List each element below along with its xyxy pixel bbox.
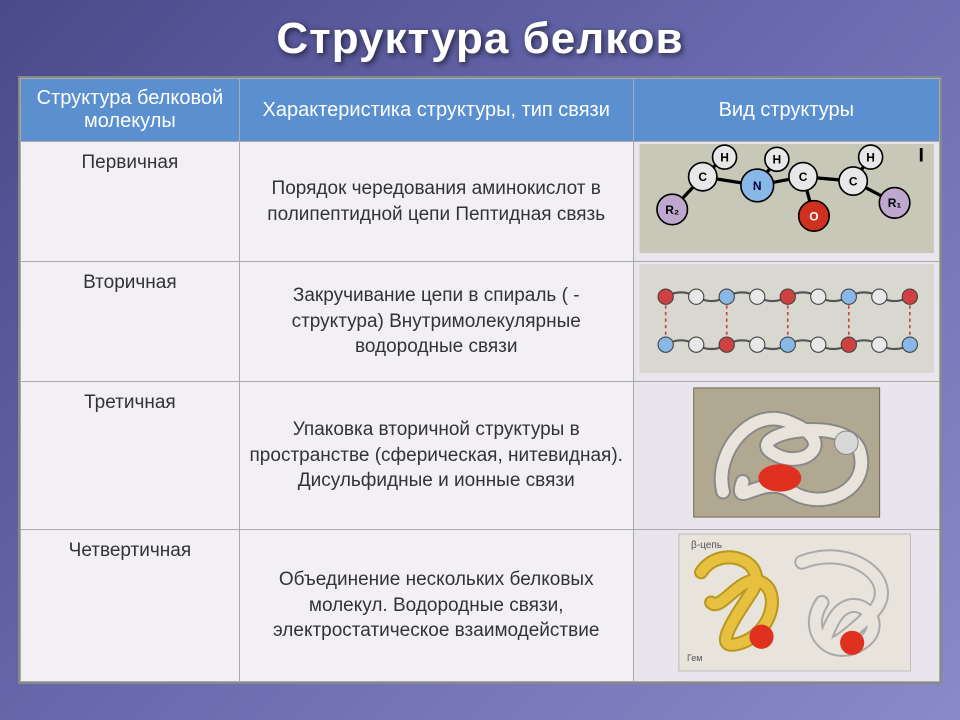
table-row: Вторичная Закручивание цепи в спираль ( … <box>21 262 940 382</box>
svg-text:R₂: R₂ <box>665 203 679 217</box>
svg-text:O: O <box>809 209 818 223</box>
page-title: Структура белков <box>0 0 960 76</box>
cell-diagram <box>633 382 939 530</box>
svg-text:β-цепь: β-цепь <box>691 540 722 551</box>
svg-text:H: H <box>772 153 781 167</box>
table-header-row: Структура белковой молекулы Характеристи… <box>21 79 940 142</box>
cell-diagram: β-цепь Гем <box>633 530 939 682</box>
col-header-1: Структура белковой молекулы <box>21 79 240 142</box>
cell-name: Третичная <box>21 382 240 530</box>
primary-structure-diagram: R₂CHNHCOCHR₁ I <box>636 144 937 253</box>
cell-name: Вторичная <box>21 262 240 382</box>
cell-desc: Закручивание цепи в спираль ( - структур… <box>239 262 633 382</box>
secondary-structure-diagram <box>636 264 937 373</box>
col-header-3: Вид структуры <box>633 79 939 142</box>
svg-text:C: C <box>698 170 707 184</box>
col-header-2: Характеристика структуры, тип связи <box>239 79 633 142</box>
cell-desc: Порядок чередования аминокислот в полипе… <box>239 142 633 262</box>
svg-text:I: I <box>918 144 923 166</box>
table-row: Четвертичная Объединение нескольких белк… <box>21 530 940 682</box>
svg-text:R₁: R₁ <box>887 196 901 210</box>
tertiary-structure-diagram <box>636 384 937 521</box>
svg-text:C: C <box>848 174 857 188</box>
svg-text:H: H <box>720 150 729 164</box>
svg-text:H: H <box>866 150 875 164</box>
svg-text:C: C <box>798 170 807 184</box>
table-row: Первичная Порядок чередования аминокисло… <box>21 142 940 262</box>
cell-diagram: R₂CHNHCOCHR₁ I <box>633 142 939 262</box>
svg-text:N: N <box>753 179 762 193</box>
cell-desc: Объединение нескольких белковых молекул.… <box>239 530 633 682</box>
table-row: Третичная Упаковка вторичной структуры в… <box>21 382 940 530</box>
quaternary-structure-diagram: β-цепь Гем <box>636 532 937 673</box>
cell-name: Первичная <box>21 142 240 262</box>
structure-table: Структура белковой молекулы Характеристи… <box>18 76 942 684</box>
cell-diagram <box>633 262 939 382</box>
svg-text:Гем: Гем <box>687 653 703 663</box>
cell-name: Четвертичная <box>21 530 240 682</box>
cell-desc: Упаковка вторичной структуры в пространс… <box>239 382 633 530</box>
